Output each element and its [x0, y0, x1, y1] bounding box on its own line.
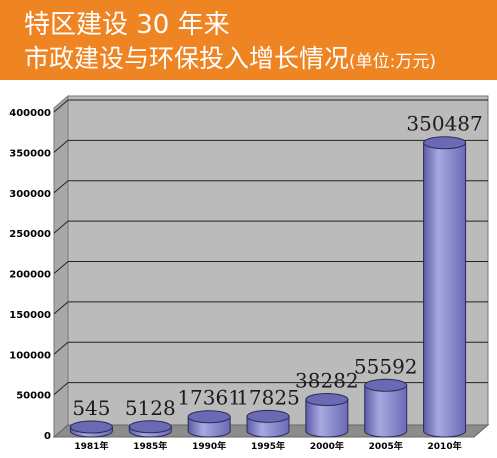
- bar-top: [423, 136, 467, 150]
- x-axis: 1981年 1985年 1990年 1995年 2000年 2005年 2010年: [74, 440, 461, 452]
- bar-top: [187, 410, 231, 424]
- data-label: 17825: [236, 385, 300, 409]
- bar-top: [128, 420, 172, 434]
- x-tick-label: 2005年: [369, 440, 403, 452]
- data-label: 545: [72, 396, 110, 420]
- gridline-side: [53, 301, 69, 315]
- y-tick-label: 150000: [9, 310, 51, 321]
- y-tick-label: 350000: [9, 148, 51, 159]
- data-label: 55592: [354, 354, 418, 378]
- title-banner: 特区建设 30 年来 市政建设与环保投入增长情况(单位:万元): [0, 0, 497, 80]
- y-tick-label: 250000: [9, 229, 51, 240]
- bar-2005年: [364, 378, 408, 438]
- gridline-side: [53, 261, 69, 274]
- chart-title-line1: 特区建设 30 年来: [24, 10, 230, 40]
- data-label: 38282: [295, 369, 359, 393]
- back-wall: [67, 95, 489, 426]
- y-tick-label: 300000: [9, 189, 51, 200]
- bar-top: [364, 378, 408, 392]
- bar-body: [423, 142, 467, 438]
- gridline-side: [53, 220, 69, 234]
- side-wall: [53, 94, 69, 439]
- chart-bars: [69, 136, 467, 438]
- y-tick-label: 50000: [16, 391, 51, 402]
- bar-2000年: [305, 393, 349, 438]
- bar-body: [305, 399, 349, 438]
- gridline-side: [53, 99, 69, 113]
- x-tick-label: 1985年: [133, 440, 167, 452]
- chart-title-main: 市政建设与环保投入增长情况: [24, 44, 350, 73]
- gridline-side: [53, 382, 69, 396]
- bar-top: [69, 420, 113, 434]
- y-axis: 0 50000 100000 150000 200000 250000 300000 3500…: [9, 108, 51, 442]
- x-tick-label: 1990年: [192, 440, 226, 452]
- y-tick-label: 0: [44, 431, 51, 442]
- y-tick-label: 200000: [9, 270, 51, 281]
- chart-title-line2: 市政建设与环保投入增长情况(单位:万元): [24, 44, 436, 77]
- chart-gridlines: [53, 99, 488, 396]
- bar-body: [364, 384, 408, 438]
- bar-top: [305, 393, 349, 407]
- bar-1981年: [69, 420, 113, 438]
- x-tick-label: 1981年: [74, 440, 108, 452]
- x-tick-label: 2000年: [310, 440, 344, 452]
- data-label: 5128: [125, 396, 176, 420]
- bar-1990年: [187, 410, 231, 438]
- data-label: 350487: [406, 112, 482, 136]
- y-tick-label: 400000: [9, 108, 51, 119]
- x-tick-label: 2010年: [428, 440, 462, 452]
- bar-2010年: [423, 136, 467, 438]
- bar-top: [246, 409, 290, 423]
- gridline-side: [53, 341, 69, 355]
- y-tick-label: 100000: [9, 350, 51, 361]
- bar-1995年: [246, 409, 290, 438]
- x-tick-label: 1995年: [251, 440, 285, 452]
- chart-unit-label: (单位:万元): [349, 52, 437, 72]
- data-label: 17361: [177, 386, 241, 410]
- gridline-side: [53, 180, 69, 194]
- bar-1985年: [128, 420, 172, 438]
- gridline-side: [53, 139, 69, 153]
